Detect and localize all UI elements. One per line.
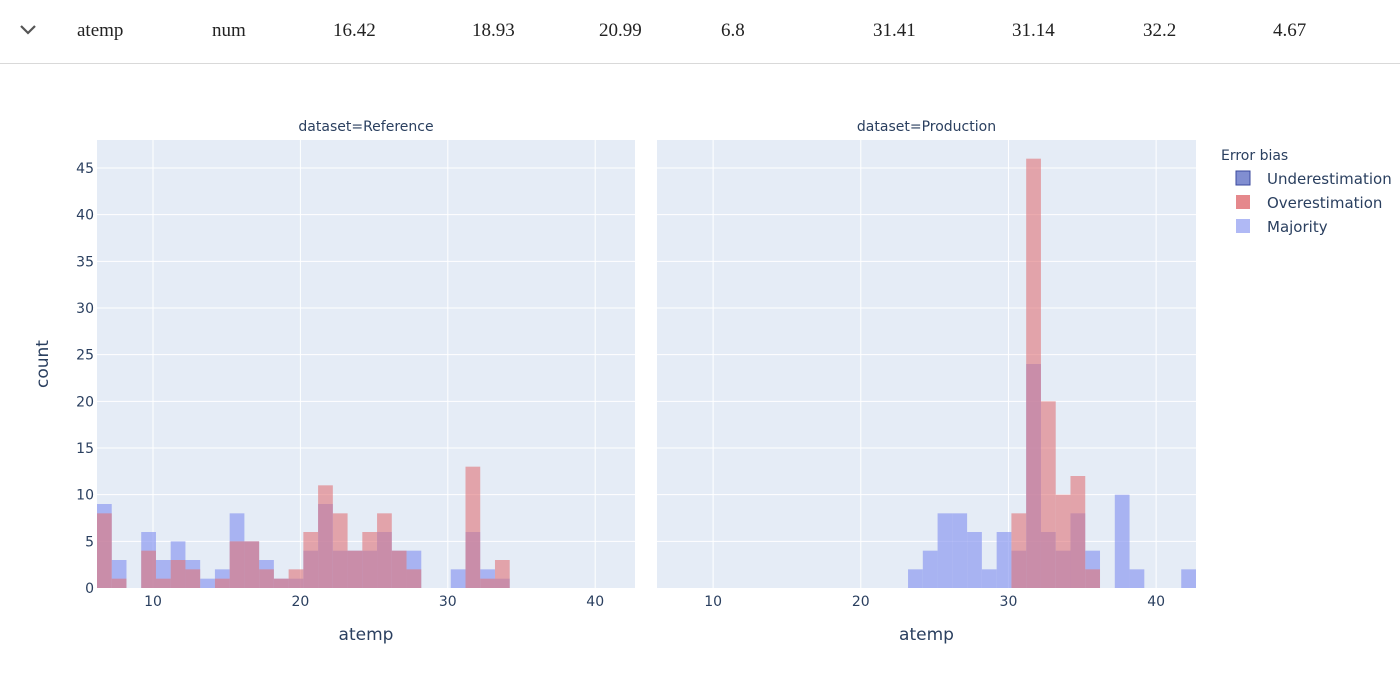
histogram-bar[interactable] [967,532,982,588]
y-tick-label: 20 [76,394,94,410]
chevron-down-icon[interactable] [18,22,38,38]
y-tick-label: 40 [76,208,94,224]
histogram-bar[interactable] [1026,158,1041,588]
histogram-bar[interactable] [244,541,260,588]
histogram-bar[interactable] [480,578,495,588]
panel-title: dataset=Production [857,119,996,135]
legend-item[interactable]: Underestimation [1267,170,1392,188]
stat-value: 18.93 [472,20,515,41]
histogram-bar[interactable] [1181,569,1196,588]
histogram-bar[interactable] [303,532,319,588]
stat-value: 6.8 [721,20,745,41]
stat-value: 31.14 [1012,20,1055,41]
histogram-bar[interactable] [332,513,348,588]
x-tick-label: 10 [704,594,722,610]
histogram-bar[interactable] [97,513,112,588]
histogram-bar[interactable] [465,466,481,588]
histogram-bar[interactable] [1129,569,1145,588]
y-tick-label: 35 [76,254,94,270]
x-tick-label: 40 [1147,594,1165,610]
histogram-bar[interactable] [1040,401,1056,588]
stat-value: 32.2 [1143,20,1177,41]
y-tick-label: 0 [85,581,94,597]
histogram-bar[interactable] [981,569,997,588]
x-tick-label: 30 [439,594,457,610]
x-axis-label: atemp [339,625,394,645]
y-tick-label: 15 [76,441,94,457]
histogram-bar[interactable] [259,569,274,588]
y-axis-label: count [33,340,53,388]
legend-swatch[interactable] [1236,219,1250,233]
histogram-bar[interactable] [952,513,968,588]
stat-value: 20.99 [599,20,642,41]
feature-name: atemp [77,20,124,41]
legend-item[interactable]: Overestimation [1267,194,1382,212]
x-tick-label: 20 [291,594,309,610]
x-tick-label: 30 [1000,594,1018,610]
histogram-bar[interactable] [362,532,378,588]
histogram-bar[interactable] [377,513,392,588]
error-bias-histogram: 10 20 30 40 dataset=Reference atemp 10 20 30 40 da… [33,119,1392,645]
panel-title: dataset=Reference [298,119,433,135]
histogram-bar[interactable] [318,485,333,588]
histogram-bar[interactable] [1011,513,1027,588]
plot-area [97,140,635,588]
histogram-bar[interactable] [273,578,289,588]
histogram-bar[interactable] [996,532,1012,588]
histogram-bar[interactable] [185,569,201,588]
histogram-bar[interactable] [1114,494,1130,588]
histogram-bar[interactable] [406,569,422,588]
legend-swatch[interactable] [1235,170,1251,186]
histogram-bar[interactable] [155,578,171,588]
y-tick-label: 30 [76,301,94,317]
x-tick-label: 40 [586,594,604,610]
stat-value: 16.42 [333,20,376,41]
legend-swatch[interactable] [1236,195,1250,209]
x-tick-label: 20 [852,594,870,610]
histogram-bar[interactable] [1070,476,1086,588]
histogram-bar[interactable] [288,569,304,588]
y-tick-label: 45 [76,161,94,177]
histogram-bar[interactable] [908,569,923,588]
histogram-bar[interactable] [170,560,186,588]
stat-value: 31.41 [873,20,916,41]
histogram-bar[interactable] [1085,569,1101,588]
histogram-bar[interactable] [1055,494,1071,588]
histogram-bar[interactable] [111,578,127,588]
y-tick-label: 10 [76,488,94,504]
histogram-bar[interactable] [391,550,407,588]
y-tick-label: 25 [76,348,94,364]
legend-item[interactable]: Majority [1267,218,1328,236]
histogram-bar[interactable] [937,513,953,588]
y-tick-label: 5 [85,534,94,550]
x-axis-label: atemp [899,625,954,645]
histogram-bar[interactable] [229,541,245,588]
histogram-bar[interactable] [922,550,938,588]
histogram-bar[interactable] [494,560,510,588]
legend-title: Error bias [1221,148,1288,164]
histogram-bar[interactable] [347,550,363,588]
feature-type: num [212,20,246,41]
feature-summary-row: atemp num 16.42 18.93 20.99 6.8 31.41 31… [0,0,1400,64]
stat-value: 4.67 [1273,20,1307,41]
histogram-bar[interactable] [141,550,156,588]
histogram-bar[interactable] [450,569,466,588]
histogram-bar[interactable] [214,578,230,588]
histogram-bar[interactable] [200,578,215,588]
x-tick-label: 10 [144,594,162,610]
